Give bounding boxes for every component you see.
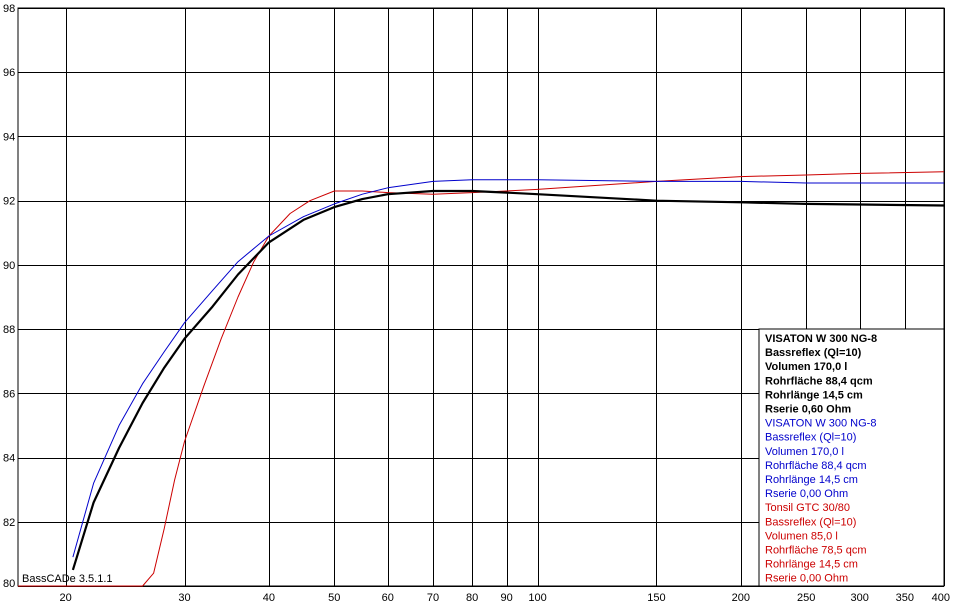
x-tick-label: 40 — [263, 592, 275, 604]
legend-entry: Rserie 0,60 Ohm — [765, 404, 851, 416]
legend-frame — [758, 328, 945, 587]
watermark-label: BassCADe 3.5.1.1 — [22, 573, 113, 585]
legend-entry: Rohrlänge 14,5 cm — [765, 474, 858, 486]
series-group — [18, 171, 945, 587]
legend-entry: Rserie 0,00 Ohm — [765, 488, 848, 500]
x-tick-label: 70 — [427, 592, 439, 604]
x-tick-label: 80 — [466, 592, 478, 604]
y-tick-label: 94 — [3, 131, 15, 143]
y-tick-label: 84 — [3, 453, 15, 465]
x-axis-ticks: 20 30 40 50 60 70 80 90 100 150 200 250 300 350 400 — [60, 592, 950, 604]
y-tick-label: 88 — [3, 324, 15, 336]
legend-entry: Rserie 0,00 Ohm — [765, 573, 848, 585]
series-line — [71, 189, 945, 571]
x-tick-label: 250 — [797, 592, 815, 604]
legend-entries: VISATON W 300 NG-8 Bassreflex (Ql=10) Volu… — [765, 333, 877, 585]
x-tick-label: 100 — [528, 592, 546, 604]
y-tick-label: 86 — [3, 388, 15, 400]
legend-entry: Rohrfläche 88,4 qcm — [765, 375, 873, 387]
x-tick-label: 90 — [501, 592, 513, 604]
x-tick-label: 350 — [896, 592, 914, 604]
series-line — [72, 179, 944, 558]
x-tick-label: 150 — [647, 592, 665, 604]
x-tick-label: 400 — [932, 592, 950, 604]
y-tick-label: 80 — [3, 578, 15, 590]
x-tick-label: 60 — [382, 592, 394, 604]
legend: VISATON W 300 NG-8 Bassreflex (Ql=10) Volu… — [758, 328, 945, 587]
legend-entry: Rohrlänge 14,5 cm — [765, 559, 858, 571]
legend-entry: Bassreflex (Ql=10) — [765, 347, 862, 359]
y-tick-label: 92 — [3, 196, 15, 208]
y-axis-ticks: 80 82 84 86 88 90 92 94 96 98 — [3, 3, 15, 590]
legend-entry: Volumen 170,0 l — [765, 446, 844, 458]
grid — [17, 7, 945, 587]
legend-entry: Rohrlänge 14,5 cm — [765, 389, 863, 401]
legend-entry: Bassreflex (Ql=10) — [765, 432, 856, 444]
legend-entry: Bassreflex (Ql=10) — [765, 516, 856, 528]
legend-entry: VISATON W 300 NG-8 — [765, 418, 876, 430]
legend-entry: VISATON W 300 NG-8 — [765, 333, 877, 345]
legend-entry: Volumen 170,0 l — [765, 361, 847, 373]
y-tick-label: 90 — [3, 260, 15, 272]
x-tick-label: 30 — [178, 592, 190, 604]
y-tick-label: 82 — [3, 517, 15, 529]
y-tick-label: 96 — [3, 67, 15, 79]
y-tick-label: 98 — [3, 3, 15, 15]
legend-entry: Tonsil GTC 30/80 — [765, 502, 850, 514]
x-tick-label: 300 — [850, 592, 868, 604]
x-tick-label: 20 — [60, 592, 72, 604]
legend-entry: Rohrfläche 78,5 qcm — [765, 545, 867, 557]
legend-entry: Volumen 85,0 l — [765, 530, 838, 542]
legend-entry: Rohrfläche 88,4 qcm — [765, 460, 867, 472]
x-tick-label: 50 — [328, 592, 340, 604]
x-tick-label: 200 — [732, 592, 750, 604]
